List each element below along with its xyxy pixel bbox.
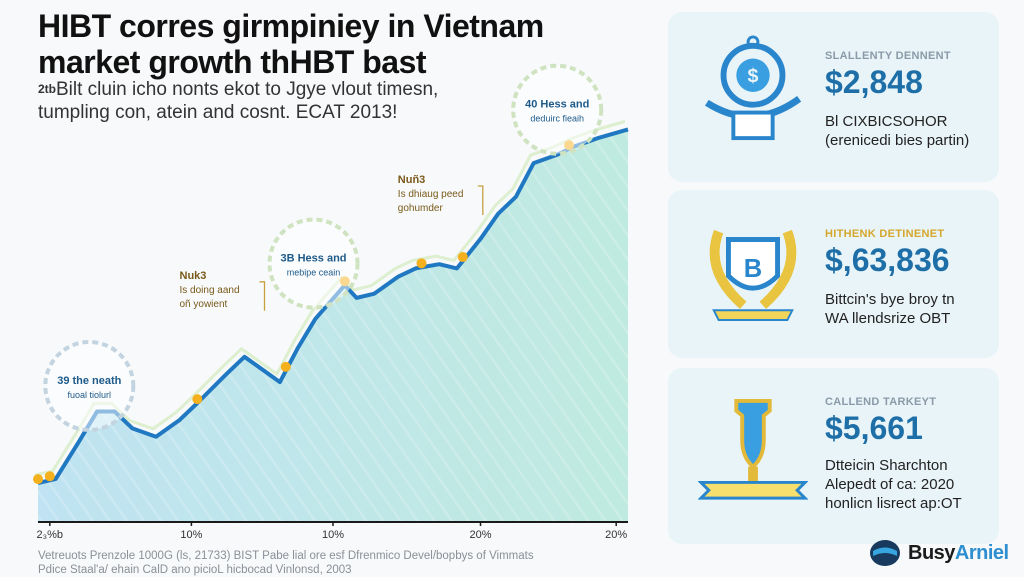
growth-area-chart: 2₃%b 10% 10% 20% 20% 39 the neath fuoal tiolur… bbox=[33, 63, 629, 541]
annotation-text: 40 Hess and bbox=[525, 99, 589, 111]
highlight-point bbox=[192, 394, 203, 405]
svg-text:$: $ bbox=[748, 65, 759, 87]
desc-line: WA llendsrize OBT bbox=[825, 310, 951, 327]
annotation-leader bbox=[259, 281, 266, 311]
stat-card: CALLEND TARKEYT $5,661 Dtteicin Sharchto… bbox=[668, 368, 999, 544]
stat-kicker: HITHENK DETINENET bbox=[825, 228, 945, 240]
highlight-point bbox=[457, 252, 468, 263]
title-line-1: HIBT corres girmpiniey in Vietnam bbox=[38, 8, 544, 44]
desc-line: honlicn lisrect ap:OT bbox=[825, 495, 962, 512]
annotation-text: 39 the neath bbox=[57, 375, 121, 387]
stat-value: $2,848 bbox=[825, 64, 923, 100]
stat-kicker: CALLEND TARKEYT bbox=[825, 396, 937, 408]
stat-card: $ SLALLENTY DENNENT $2,848 Bl CIXBICSOHO… bbox=[668, 12, 999, 182]
annotation-circle bbox=[43, 340, 136, 433]
annotation-text: mebipe ceain bbox=[287, 268, 341, 278]
stat-value: $5,661 bbox=[825, 410, 923, 446]
stat-card: B HITHENK DETINENET $,63,836 Bittcin's b… bbox=[668, 190, 999, 358]
annotation-label: oñ yowient bbox=[180, 299, 228, 310]
money-bag-icon: $ bbox=[704, 35, 802, 141]
title-line-2: market growth thHBT bast bbox=[38, 44, 427, 80]
x-tick-label: 10% bbox=[322, 529, 344, 541]
annotation-label: Nuk3 bbox=[180, 270, 207, 282]
annotation-text: 3B Hess and bbox=[280, 253, 346, 265]
x-tick-label: 20% bbox=[605, 529, 627, 541]
source-line-2: Pdice Staal'a/ ehain CalD ano picioL hic… bbox=[38, 564, 352, 576]
logo-text: BusyArniel bbox=[908, 542, 1009, 565]
annotation-circle bbox=[511, 63, 604, 156]
trophy-icon bbox=[698, 398, 808, 500]
subtitle: 2tbBilt cluin icho nonts ekot to Jgye vl… bbox=[38, 78, 438, 124]
annotation-circle bbox=[267, 217, 360, 310]
desc-line: Bittcin's bye broy tn bbox=[825, 291, 955, 308]
x-tick-label: 2₃%b bbox=[37, 529, 64, 541]
annotation-label: Is doing aand bbox=[180, 285, 240, 296]
annotation-leader bbox=[477, 185, 484, 216]
stat-description: Bittcin's bye broy tn WA llendsrize OBT bbox=[825, 290, 955, 328]
stat-description: Bl CIXBICSOHOR (erenicedi bies partin) bbox=[825, 112, 969, 150]
highlight-point bbox=[280, 361, 291, 372]
brand-logo[interactable]: BusyArniel bbox=[868, 538, 1009, 568]
x-tick-label: 20% bbox=[469, 529, 491, 541]
annotation-label: Nuñ3 bbox=[398, 174, 426, 186]
desc-line: Alepedt of ca: 2020 bbox=[825, 476, 955, 493]
highlight-point bbox=[416, 258, 427, 269]
stat-kicker: SLALLENTY DENNENT bbox=[825, 50, 951, 62]
desc-line: Dtteicin Sharchton bbox=[825, 457, 948, 474]
logo-part-2: Arniel bbox=[954, 541, 1009, 564]
annotation-label: Is dhiaug peed bbox=[398, 189, 464, 200]
logo-icon bbox=[870, 540, 900, 566]
source-note: Vetreuots Prenzole 1000G (ls, 21733) BIS… bbox=[38, 549, 534, 577]
subtitle-line-1: Bilt cluin icho nonts ekot to Jgye vlout… bbox=[56, 79, 439, 100]
annotation-text: fuoal tiolurl bbox=[68, 390, 112, 400]
highlight-point bbox=[33, 474, 43, 485]
desc-line: (erenicedi bies partin) bbox=[825, 132, 970, 149]
annotation-text: deduirc fieaih bbox=[530, 114, 584, 124]
area-hatch bbox=[38, 129, 628, 521]
stat-value: $,63,836 bbox=[825, 242, 950, 278]
annotation-label: gohumder bbox=[398, 203, 444, 214]
logo-part-1: Busy bbox=[908, 541, 955, 564]
svg-text:B: B bbox=[744, 255, 762, 283]
crest-icon: B bbox=[709, 229, 797, 322]
highlight-point bbox=[44, 471, 55, 482]
page-title: HIBT corres girmpiniey in Vietnam market … bbox=[38, 8, 544, 80]
x-tick-label: 10% bbox=[180, 529, 202, 541]
stat-description: Dtteicin Sharchton Alepedt of ca: 2020 hon… bbox=[825, 456, 962, 513]
desc-line: Bl CIXBICSOHOR bbox=[825, 113, 948, 130]
source-line-1: Vetreuots Prenzole 1000G (ls, 21733) BIS… bbox=[38, 550, 534, 562]
subtitle-line-2: tumpling con, atein and cosnt. ECAT 2013… bbox=[38, 102, 398, 123]
subtitle-prefix: 2tb bbox=[38, 82, 56, 96]
